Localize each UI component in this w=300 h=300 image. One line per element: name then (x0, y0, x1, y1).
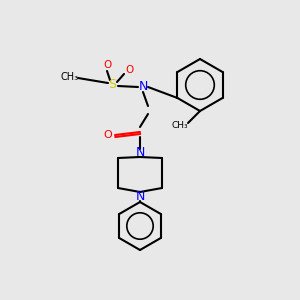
Text: O: O (103, 130, 112, 140)
Text: S: S (108, 79, 116, 92)
Text: CH₃: CH₃ (172, 121, 188, 130)
Text: N: N (135, 190, 145, 202)
Text: N: N (135, 146, 145, 160)
Text: O: O (103, 60, 111, 70)
Text: O: O (126, 65, 134, 75)
Text: N: N (138, 80, 148, 94)
Text: CH₃: CH₃ (61, 72, 79, 82)
